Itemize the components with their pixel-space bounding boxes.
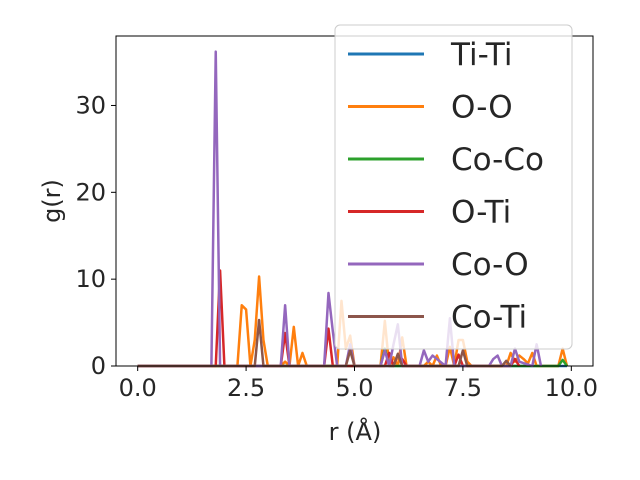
y-tick-label: 0 — [91, 352, 106, 380]
axes-layer: 0.0 2.5 5.0 7.5 10.0 0 10 20 30 — [75, 35, 598, 402]
y-axis-label: g(r) — [38, 179, 66, 223]
x-tick-label: 5.0 — [335, 374, 373, 402]
legend-label-co-o: Co-O — [451, 247, 529, 283]
x-tick-label: 2.5 — [227, 374, 265, 402]
x-tick-label: 7.5 — [444, 374, 482, 402]
x-tick-label: 10.0 — [545, 374, 598, 402]
y-tick-label: 30 — [75, 91, 106, 119]
legend-label-o-o: O-O — [451, 90, 513, 126]
legend-label-o-ti: O-Ti — [451, 195, 511, 231]
y-tick-label: 20 — [75, 178, 106, 206]
x-axis-label: r (Å) — [329, 417, 382, 446]
y-tick-label: 10 — [75, 265, 106, 293]
legend: Ti-Ti O-O Co-Co O-Ti Co-O Co-Ti — [334, 24, 573, 350]
legend-label-co-ti: Co-Ti — [451, 300, 527, 336]
legend-label-ti-ti: Ti-Ti — [450, 37, 513, 73]
legend-label-co-co: Co-Co — [451, 142, 544, 178]
x-tick-label: 0.0 — [119, 374, 157, 402]
